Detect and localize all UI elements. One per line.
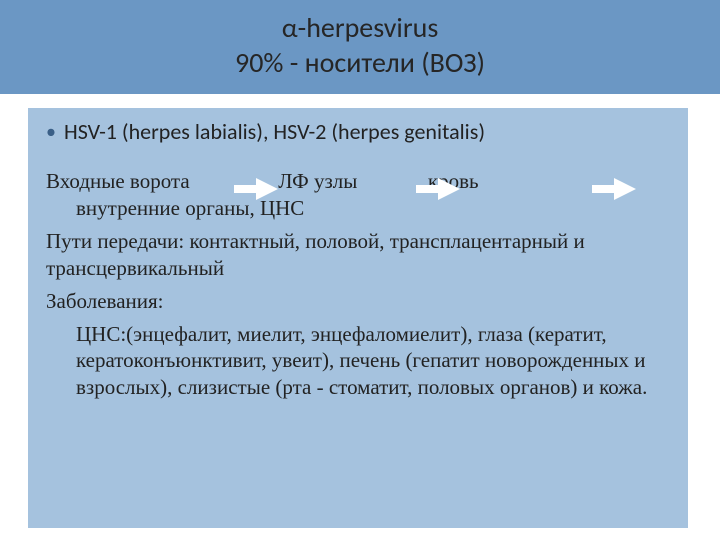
diseases-text-block: ЦНС:(энцефалит, миелит, энцефаломиелит),… xyxy=(46,321,670,402)
transmission-text: Пути передачи: контактный, половой, тран… xyxy=(46,228,670,282)
pathway-line: Входные ворота ЛФ узлы кровь внутренние … xyxy=(46,168,670,222)
title-band: α-herpesvirus 90% - носители (ВОЗ) xyxy=(0,0,720,94)
hsv-types-text: HSV-1 (herpes labialis), HSV-2 (herpes g… xyxy=(64,118,485,146)
title-line-2: 90% - носители (ВОЗ) xyxy=(20,45,700,80)
pathway-seg-1: Входные ворота xyxy=(46,169,190,193)
diseases-label-line: Заболевания: xyxy=(46,288,670,315)
transmission-line: Пути передачи: контактный, половой, тран… xyxy=(46,228,670,282)
pathway-seg-2: ЛФ узлы xyxy=(278,169,357,193)
arrow-icon xyxy=(416,178,460,200)
bullet-icon: • xyxy=(46,120,64,146)
arrow-icon xyxy=(592,178,636,200)
body-box: • HSV-1 (herpes labialis), HSV-2 (herpes… xyxy=(28,108,688,528)
title-line-1: α-herpesvirus xyxy=(20,10,700,45)
bullet-item-hsv: • HSV-1 (herpes labialis), HSV-2 (herpes… xyxy=(46,118,670,146)
arrow-icon xyxy=(234,178,278,200)
slide: α-herpesvirus 90% - носители (ВОЗ) • HSV… xyxy=(0,0,720,540)
